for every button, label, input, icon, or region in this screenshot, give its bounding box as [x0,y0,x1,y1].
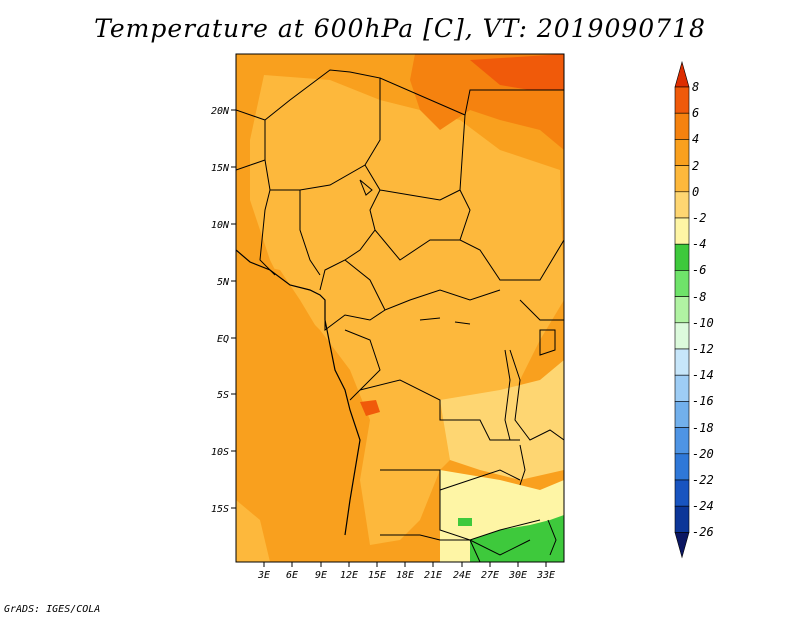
colorbar-swatch [674,191,690,219]
colorbar-label: -14 [692,368,714,382]
lake-tanganyika [504,349,511,441]
map-title: Temperature at 600hPa [C], VT: 201909071… [94,14,706,43]
border-congo [344,329,381,401]
colorbar-swatch [674,296,690,324]
lon-label: 30E [508,570,527,581]
colorbar-label: -6 [692,263,706,277]
lake-chad [359,179,373,196]
border-mali [264,69,381,191]
colorbar-swatch [674,86,690,114]
lon-label: 27E [481,570,499,581]
colorbar-swatch [674,165,690,193]
colorbar-swatch [674,112,690,140]
border-namibia [380,534,531,556]
lat-label: 15N [211,163,230,174]
field-0-2-sw [236,500,270,562]
colorbar [674,60,690,559]
coastline [236,249,361,536]
field-minus2-0 [440,360,564,480]
colorbar-swatch [674,374,690,402]
lat-label: 20N [211,106,230,117]
lon-label: 33E [536,570,555,581]
lake-malawi [519,444,526,486]
colorbar-swatch [674,479,690,507]
field-warm-spot [360,400,380,416]
colorbar-label: 0 [692,185,699,199]
colorbar-label: -26 [692,525,714,539]
colorbar-swatch [674,348,690,376]
lat-label: 5S [217,390,229,401]
border-botswana [469,539,481,562]
colorbar-swatch [674,139,690,166]
lon-label: 6E [286,570,298,581]
lat-label: 5N [217,277,230,288]
lon-label: 24E [453,570,471,581]
border-nigeria [319,189,381,291]
colorbar-label: 4 [692,132,699,146]
lat-label: 10N [211,220,230,231]
colorbar-swatch [674,453,690,481]
lat-label: 10S [211,447,229,458]
lat-axis [231,109,236,509]
lon-label: 21E [424,570,442,581]
colorbar-swatch [674,427,690,455]
border-car-north [374,229,460,261]
border-tanzania [509,349,564,441]
lake-victoria [539,329,556,356]
field-cold-spot [458,518,472,526]
colorbar-label: -20 [692,447,714,461]
colorbar-swatch [674,217,690,245]
colorbar-label: -18 [692,421,714,435]
map-frame [235,53,565,563]
colorbar-top-arrow [674,60,690,88]
border-mozambique [547,519,557,556]
lon-label: 9E [315,570,327,581]
border-uganda [519,299,564,321]
border-burkina [259,189,276,276]
border-chad-sudan [459,189,564,281]
lat-label: EQ [217,334,229,345]
field-6-8 [470,54,564,90]
colorbar-label: -10 [692,316,714,330]
lon-label: 12E [340,570,358,581]
border-libya [464,89,564,116]
field-minus6-minus4 [470,515,564,562]
lon-axis [263,562,547,567]
colorbar-swatch [674,401,690,428]
colorbar-bottom-arrow [674,532,690,559]
colorbar-label: -16 [692,394,714,408]
border-benin [299,190,321,276]
colorbar-swatch [674,505,690,533]
colorbar-swatch [674,243,690,271]
lat-label: 15S [211,504,229,515]
colorbar-label: -4 [692,237,706,251]
border-mauritania [236,109,266,171]
colorbar-label: -8 [692,290,706,304]
river-congo [419,317,471,325]
colorbar-label: 8 [692,80,699,94]
temperature-field [236,54,564,562]
lon-label: 18E [396,570,414,581]
border-drc-south [359,379,520,441]
colorbar-label: 2 [692,159,699,173]
colorbar-label: -12 [692,342,714,356]
colorbar-swatch [674,270,690,297]
colorbar-label: -24 [692,499,714,513]
border-car [344,259,501,311]
colorbar-swatch [674,322,690,350]
footer-credit: GrADS: IGES/COLA [4,604,101,615]
colorbar-label: 6 [692,106,699,120]
field-2-4-west [236,260,350,562]
lon-label: 15E [368,570,386,581]
lon-label: 3E [257,570,270,581]
colorbar-label: -2 [692,211,706,225]
country-borders [236,69,564,562]
colorbar-label: -22 [692,473,714,487]
border-angola [380,469,521,491]
